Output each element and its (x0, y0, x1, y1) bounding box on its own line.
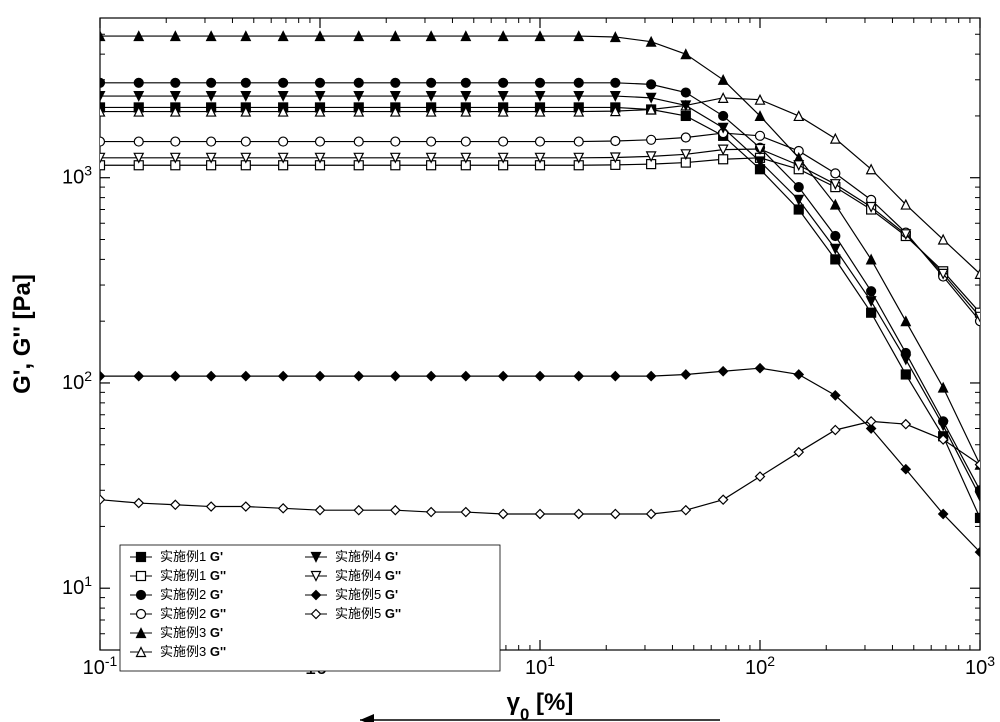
legend-entry-label: 实施例3 G'' (160, 644, 226, 659)
x-tick-label: 102 (745, 653, 775, 679)
y-tick-label: 102 (62, 368, 92, 394)
legend-entry-label: 实施例3 G' (160, 625, 223, 640)
legend-entry-label: 实施例2 G' (160, 587, 223, 602)
x-tick-label: 101 (525, 653, 555, 679)
x-tick-label: 103 (965, 653, 995, 679)
y-tick-label: 103 (62, 163, 92, 189)
legend-entry-label: 实施例4 G'' (335, 568, 401, 583)
legend: 实施例1 G' 实施例1 G'' 实施例2 G' 实施例2 G'' 实施例3 G' 实施例… (120, 545, 500, 671)
chart-svg: 10-1100101102103101102103γ0 [%]G', G'' [… (0, 0, 1000, 722)
legend-entry-label: 实施例4 G' (335, 549, 398, 564)
x-tick-label: 10-1 (83, 653, 118, 679)
y-tick-label: 101 (62, 573, 92, 599)
x-axis-label: γ0 [%] (507, 689, 574, 722)
legend-entry-label: 实施例1 G'' (160, 568, 226, 583)
y-axis-label: G', G'' [Pa] (9, 274, 36, 394)
legend-entry-label: 实施例2 G'' (160, 606, 226, 621)
legend-entry-label: 实施例5 G' (335, 587, 398, 602)
legend-entry-label: 实施例1 G' (160, 549, 223, 564)
rheology-chart: 10-1100101102103101102103γ0 [%]G', G'' [… (0, 0, 1000, 722)
legend-entry-label: 实施例5 G'' (335, 606, 401, 621)
